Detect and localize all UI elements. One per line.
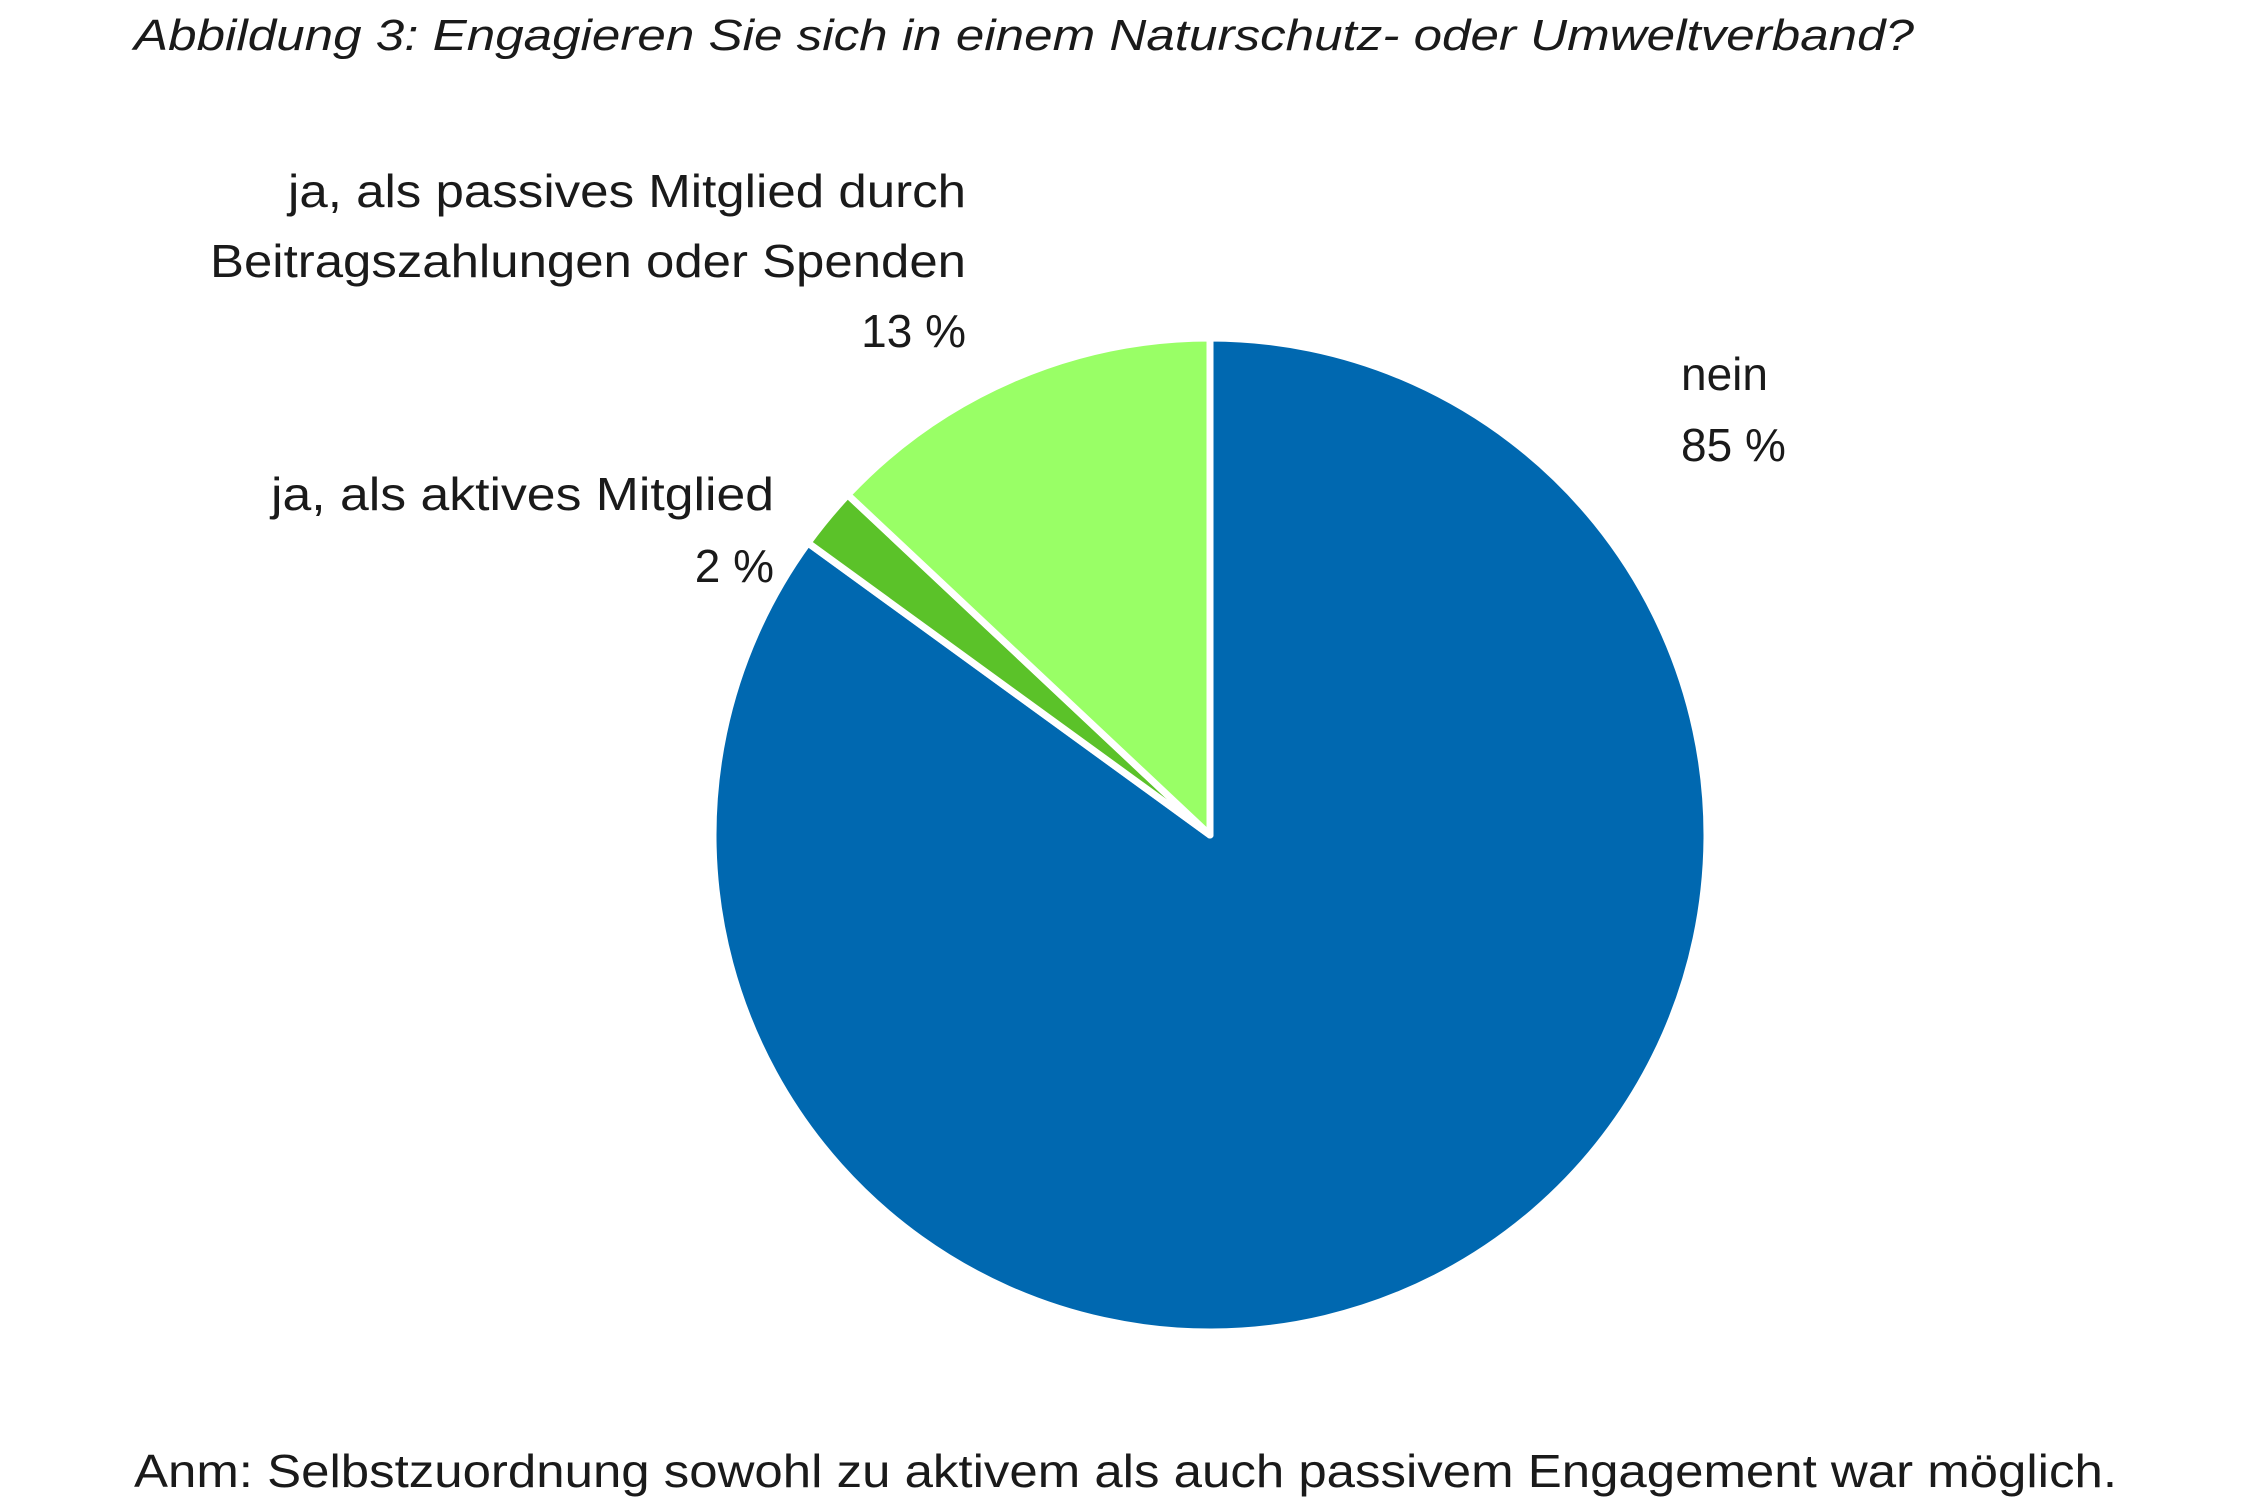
label-aktiv: ja, als aktives Mitglied	[269, 468, 774, 520]
label-nein: nein	[1681, 348, 1768, 400]
value-label-aktiv: 2 %	[695, 540, 774, 592]
label-passiv-line1: ja, als passives Mitglied durch	[286, 165, 966, 217]
label-passiv-line2: Beitragszahlungen oder Spenden	[210, 235, 966, 287]
value-label-nein: 85 %	[1681, 419, 1786, 471]
pie-slice-2	[844, 334, 1214, 839]
chart-title: Abbildung 3: Engagieren Sie sich in eine…	[131, 11, 1915, 60]
value-label-passiv: 13 %	[861, 305, 966, 357]
chart-note: Anm: Selbstzuordnung sowohl zu aktivem a…	[134, 1445, 2117, 1497]
